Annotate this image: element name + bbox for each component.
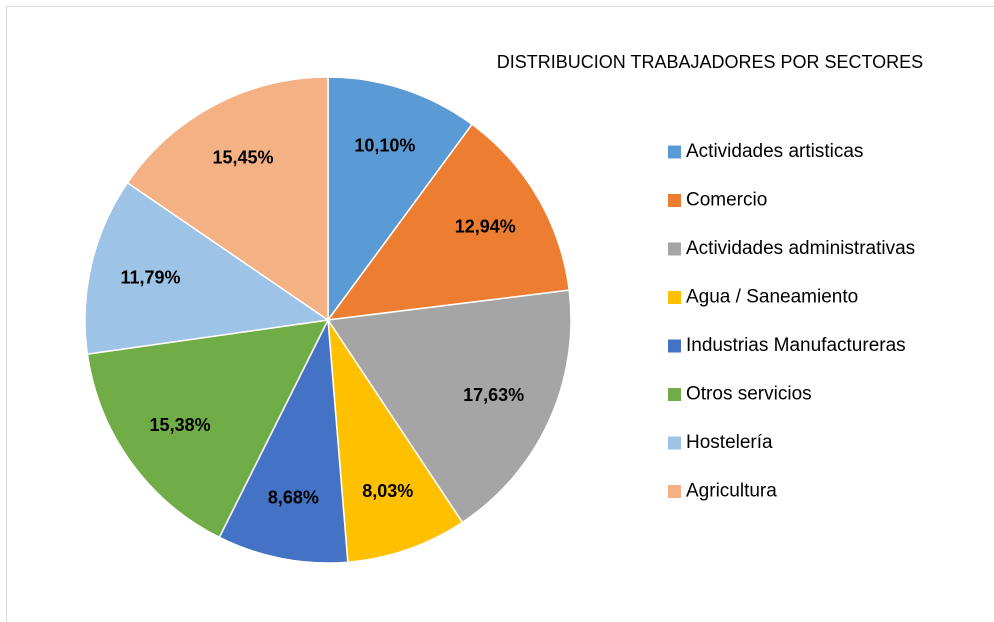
data-label: 11,79% [121, 267, 181, 287]
data-label: 17,63% [463, 385, 524, 405]
legend-swatch [668, 242, 681, 256]
legend-swatch [668, 194, 681, 207]
legend-swatch [668, 436, 681, 450]
data-label: 15,38% [150, 415, 211, 435]
data-label: 15,45% [212, 148, 273, 168]
legend-swatch [668, 339, 681, 353]
pie-slice [326, 289, 572, 524]
pie-slice [326, 123, 570, 321]
pie-slice [327, 76, 474, 323]
legend-label: Actividades artisticas [686, 141, 863, 162]
data-label: 8,68% [268, 488, 319, 508]
legend-label: Industrias Manufactureras [686, 335, 906, 356]
legend-label: Agua / Saneamiento [686, 287, 858, 308]
legend-swatch [668, 145, 681, 159]
pie-slice [126, 76, 329, 322]
data-label: 12,94% [455, 217, 516, 237]
legend-swatch [668, 485, 681, 498]
data-label: 8,03% [362, 481, 413, 501]
pie-slice [218, 317, 349, 564]
legend-label: Comercio [686, 190, 767, 211]
legend-swatch [668, 388, 681, 401]
data-label: 10,10% [354, 136, 415, 156]
legend-swatch [668, 291, 681, 304]
pie-slice [327, 319, 464, 563]
legend-label: Otros servicios [686, 384, 812, 405]
legend-label: Agricultura [686, 481, 777, 502]
pie-slice [84, 181, 331, 355]
legend-label: Hostelería [686, 432, 773, 453]
legend-label: Actividades administrativas [686, 238, 915, 259]
pie-slice [86, 319, 330, 539]
chart-title: DISTRIBUCION TRABAJADORES POR SECTORES [497, 52, 923, 72]
